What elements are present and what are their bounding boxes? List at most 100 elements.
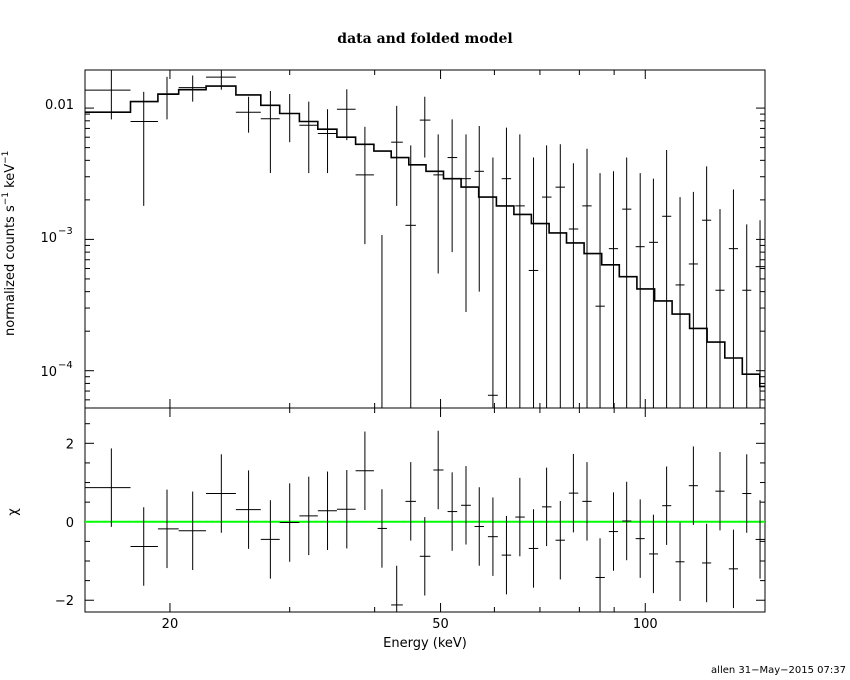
ytick-label-0.01: 0.01 — [45, 98, 74, 113]
residual-frame — [84, 407, 766, 613]
residual-point — [433, 430, 444, 510]
data-point — [419, 96, 431, 158]
ytick-label-base: 0.01 — [45, 98, 74, 113]
data-point — [528, 157, 539, 408]
residual-point — [542, 467, 552, 547]
ytick-label-exp: −3 — [58, 226, 73, 237]
residual-point — [336, 469, 356, 549]
data-point — [235, 96, 261, 133]
residual-point — [474, 487, 484, 566]
data-point — [582, 148, 592, 408]
residual-point — [235, 470, 261, 549]
data-point — [728, 189, 739, 408]
data-point — [542, 145, 552, 408]
xtick-label-100: 100 — [633, 617, 658, 632]
residual-point — [515, 477, 525, 557]
data-point — [433, 134, 444, 274]
model-step-line — [85, 85, 765, 388]
data-point — [130, 91, 158, 206]
residual-point — [568, 453, 579, 533]
ytick-label-0: 0 — [66, 516, 74, 531]
residual-point — [206, 454, 236, 533]
residual-point — [487, 497, 498, 576]
data-point — [662, 149, 672, 408]
data-point — [635, 173, 645, 408]
residual-point — [742, 454, 752, 533]
residual-point — [715, 451, 725, 531]
data-point — [377, 235, 387, 409]
ytick-label-1e-4: 10 −4 — [40, 360, 72, 380]
residual-point — [608, 492, 619, 571]
ytick-label-2: 2 — [66, 437, 74, 452]
residual-point — [649, 514, 658, 594]
residual-point — [755, 500, 765, 579]
ytick-label-1e-3: 10 −3 — [40, 226, 72, 246]
footer-timestamp: allen 31−May−2015 07:37 — [711, 665, 846, 676]
spectrum-panel: 0.01 10 −3 10 −4 normalized counts s−1 k… — [1, 69, 766, 409]
ytick-label-base: 10 — [40, 231, 57, 246]
data-point — [715, 209, 725, 408]
residual-point — [85, 448, 131, 527]
data-point — [555, 144, 565, 408]
residual-point — [555, 500, 565, 580]
ylabel-part: normalized counts s — [3, 205, 18, 336]
ytick-label-exp: −4 — [58, 360, 73, 371]
residual-point — [582, 462, 592, 541]
ytick-label-base: 10 — [40, 365, 57, 380]
data-point — [568, 163, 579, 408]
residual-point — [419, 517, 431, 596]
residual-point — [130, 507, 158, 586]
residual-point — [461, 466, 471, 545]
residual-point — [501, 515, 512, 595]
data-point — [742, 224, 752, 408]
xtick-label-20: 20 — [162, 617, 179, 632]
residual-points — [85, 430, 765, 612]
residual-point — [377, 489, 387, 568]
data-point — [355, 126, 374, 245]
xtick-label-50: 50 — [432, 617, 449, 632]
data-point — [675, 197, 685, 408]
data-point — [317, 109, 337, 174]
chart-title: data and folded model — [337, 31, 512, 47]
data-point — [85, 70, 131, 120]
data-points — [85, 70, 765, 409]
data-point — [622, 157, 632, 408]
ylabel-part: keV — [3, 164, 18, 192]
ylabel-sup: −1 — [1, 151, 11, 164]
residual-point — [299, 476, 318, 556]
y-axis-label-bottom: χ — [6, 508, 21, 516]
residual-point — [178, 491, 207, 571]
residual-point — [279, 483, 300, 562]
ytick-label-minus2: −2 — [55, 594, 74, 609]
data-point — [461, 134, 471, 312]
residual-point — [405, 462, 416, 541]
data-point — [279, 94, 300, 143]
data-point — [391, 105, 403, 206]
residual-point — [595, 538, 605, 612]
residual-point — [391, 565, 403, 612]
data-point — [595, 173, 605, 408]
data-point — [608, 171, 619, 408]
data-point — [474, 126, 484, 292]
data-point — [157, 76, 179, 120]
data-point — [688, 191, 698, 408]
residual-point — [528, 509, 539, 588]
residual-point — [317, 471, 337, 551]
data-point — [501, 127, 512, 408]
data-point — [206, 70, 236, 90]
y-axis-label-top: normalized counts s−1 keV−1 — [1, 151, 18, 336]
residual-point — [260, 500, 280, 579]
residual-point — [675, 522, 685, 602]
data-point — [702, 166, 712, 408]
residual-point — [728, 529, 739, 609]
ylabel-sup: −1 — [1, 192, 11, 205]
data-point — [405, 145, 416, 408]
residual-point — [447, 472, 458, 551]
residual-point — [635, 499, 645, 578]
residual-point — [702, 523, 712, 603]
residual-point — [157, 489, 179, 569]
data-point — [299, 101, 318, 174]
residual-point — [688, 446, 698, 525]
residual-point — [355, 431, 374, 510]
